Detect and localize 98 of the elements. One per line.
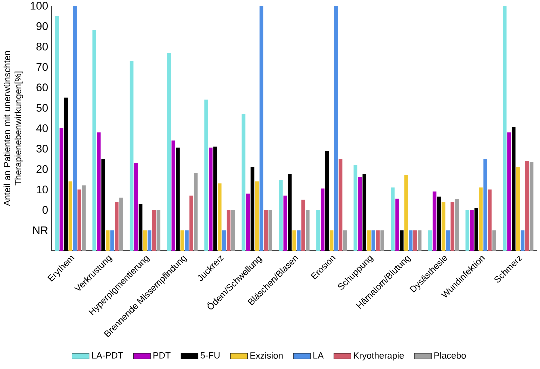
- bar: [284, 196, 288, 251]
- y-axis-title: Anteil an Patienten mit unerwünschten Therapienebenwirkungen[%]: [4, 51, 24, 206]
- bar: [320, 188, 325, 251]
- bar: [279, 180, 283, 251]
- legend-label: 5-FU: [200, 352, 220, 359]
- bar: [372, 230, 376, 251]
- bar: [330, 230, 334, 251]
- y-tick-label: 20: [36, 165, 48, 174]
- y-tick-label: 90: [36, 22, 48, 30]
- bar: [167, 52, 172, 251]
- legend-label: LA: [314, 352, 324, 359]
- y-tick-label: 30: [36, 145, 48, 153]
- bar: [525, 161, 530, 251]
- legend-label: Placebo: [434, 352, 466, 359]
- bar: [106, 230, 110, 251]
- bar: [520, 230, 525, 251]
- bar: [68, 182, 73, 251]
- bar: [143, 230, 148, 251]
- y-tick-label: 50: [36, 104, 48, 112]
- y-tick-label: 80: [36, 42, 48, 51]
- bar: [297, 230, 301, 251]
- y-tick-label: 0: [42, 206, 48, 214]
- bar: [130, 61, 134, 251]
- bar: [334, 6, 338, 251]
- bar: [152, 210, 156, 251]
- bar: [442, 202, 446, 251]
- bar: [156, 210, 161, 251]
- legend-label: Kryotherapie: [354, 352, 404, 361]
- bar: [172, 140, 176, 251]
- bar: [404, 175, 408, 251]
- y-tick-label: 60: [36, 84, 48, 92]
- legend-label: LA-PDT: [92, 352, 124, 359]
- bar: [55, 16, 60, 251]
- bar: [73, 6, 77, 251]
- bar: [343, 230, 348, 251]
- bar: [418, 230, 422, 251]
- bar: [255, 182, 260, 251]
- bar: [376, 230, 380, 251]
- bar: [194, 173, 198, 251]
- bar: [466, 210, 470, 251]
- bar: [409, 230, 413, 251]
- bar: [396, 198, 400, 251]
- bar: [492, 230, 496, 251]
- bar: [78, 190, 82, 251]
- bar: [134, 163, 138, 251]
- bar: [354, 165, 358, 251]
- y-tick-label: 100: [30, 2, 48, 10]
- bar: [508, 132, 512, 251]
- bar: [428, 230, 432, 251]
- bar: [180, 230, 184, 251]
- bar: [222, 230, 226, 251]
- bar: [60, 128, 64, 251]
- bar: [455, 198, 460, 251]
- bar: [209, 148, 213, 251]
- bar: [450, 202, 455, 251]
- bar: [488, 190, 492, 251]
- bar: [446, 230, 450, 251]
- bar: [470, 210, 474, 251]
- bar: [120, 198, 124, 251]
- bar: [316, 210, 320, 251]
- bar: [242, 114, 246, 251]
- bar: [92, 30, 96, 251]
- y-tick-label: 10: [37, 186, 48, 194]
- bar: [264, 210, 268, 251]
- bar: [190, 196, 194, 251]
- bar: [292, 230, 296, 251]
- bar: [432, 192, 437, 251]
- bar: [484, 159, 488, 251]
- bar: [231, 210, 236, 251]
- bar: [268, 210, 272, 251]
- bar: [110, 230, 114, 251]
- bar: [185, 230, 189, 251]
- bar: [530, 162, 534, 251]
- bar: [260, 6, 264, 251]
- y-tick-label: 40: [36, 124, 48, 132]
- bar: [115, 202, 119, 251]
- bar: [380, 230, 384, 251]
- bar: [246, 194, 250, 251]
- bar: [148, 230, 152, 251]
- y-tick-label: 70: [36, 63, 48, 72]
- y-tick-label: NR: [33, 226, 48, 234]
- bar: [516, 167, 520, 251]
- bar: [479, 188, 483, 251]
- bar: [226, 210, 231, 251]
- bar: [302, 200, 306, 251]
- bar: [503, 6, 507, 251]
- bar: [204, 100, 208, 251]
- bar: [306, 210, 310, 251]
- bar: [218, 184, 222, 251]
- bar: [391, 188, 395, 251]
- bar: [97, 132, 101, 251]
- bar: [414, 230, 418, 251]
- legend-label: PDT: [154, 352, 171, 359]
- bar: [358, 178, 362, 251]
- bar: [82, 186, 86, 251]
- bar: [338, 159, 343, 251]
- legend-label: Exzision: [250, 352, 283, 359]
- bar: [367, 230, 371, 251]
